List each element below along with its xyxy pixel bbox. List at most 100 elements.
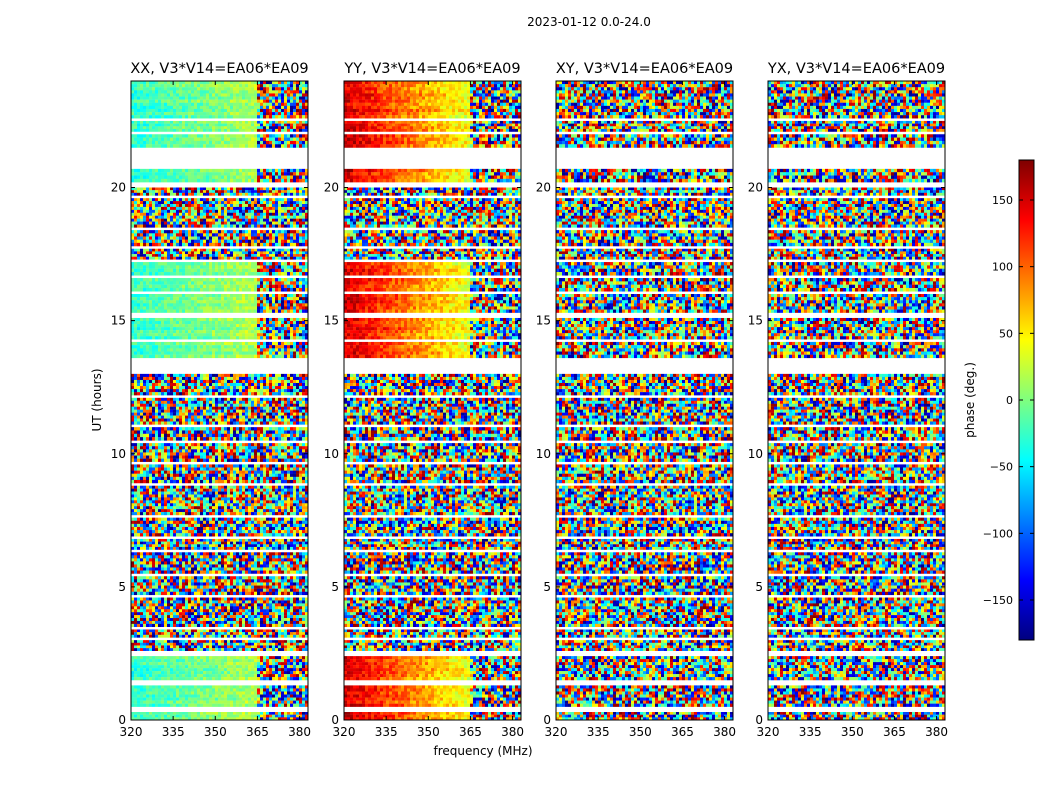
heatmap-cell (185, 643, 188, 646)
heatmap-cell (215, 668, 218, 671)
heatmap-cell (161, 665, 164, 668)
heatmap-cell (230, 715, 233, 718)
heatmap-cell (254, 659, 257, 662)
heatmap-cell (233, 671, 236, 674)
heatmap-cell (158, 712, 161, 715)
heatmap-cell (179, 715, 182, 718)
heatmap-cell (146, 643, 149, 646)
heatmap-cell (149, 668, 152, 671)
heatmap-cell (230, 677, 233, 680)
heatmap-cell (245, 671, 248, 674)
heatmap-cell (134, 671, 137, 674)
heatmap-cell (272, 656, 275, 659)
heatmap-cell (254, 701, 257, 704)
heatmap-cell (293, 677, 296, 680)
heatmap-cell (230, 671, 233, 674)
heatmap-cell (134, 688, 137, 691)
heatmap-cell (239, 659, 242, 662)
heatmap-cell (203, 698, 206, 701)
heatmap-cell (290, 671, 293, 674)
heatmap-cell (269, 715, 272, 718)
heatmap-cell (149, 715, 152, 718)
heatmap-cell (227, 671, 230, 674)
heatmap-cell (200, 712, 203, 715)
heatmap-cell (278, 662, 281, 665)
heatmap-cell (281, 715, 284, 718)
heatmap-cell (287, 701, 290, 704)
heatmap-cell (152, 659, 155, 662)
heatmap-cell (272, 698, 275, 701)
heatmap-cell (167, 674, 170, 677)
heatmap-cell (185, 662, 188, 665)
heatmap-cell (284, 712, 287, 715)
heatmap-cell (203, 674, 206, 677)
heatmap-cell (233, 643, 236, 646)
heatmap-cell (227, 685, 230, 688)
heatmap-cell (185, 688, 188, 691)
heatmap-cell (224, 715, 227, 718)
heatmap-cell (284, 674, 287, 677)
heatmap-cell (176, 674, 179, 677)
heatmap-cell (299, 662, 302, 665)
heatmap-cell (197, 671, 200, 674)
heatmap-cell (161, 691, 164, 694)
heatmap-cell (176, 695, 179, 698)
heatmap-cell (203, 662, 206, 665)
heatmap-cell (224, 698, 227, 701)
heatmap-cell (209, 662, 212, 665)
heatmap-cell (302, 662, 305, 665)
heatmap-cell (302, 715, 305, 718)
heatmap-cell (155, 715, 158, 718)
heatmap-cell (194, 704, 197, 707)
heatmap-cell (236, 671, 239, 674)
heatmap-cell (263, 695, 266, 698)
heatmap-cell (236, 640, 239, 643)
heatmap-cell (179, 643, 182, 646)
heatmap-cell (221, 671, 224, 674)
heatmap-cell (233, 715, 236, 718)
heatmap-cell (227, 712, 230, 715)
heatmap-cell (230, 662, 233, 665)
heatmap-cell (191, 688, 194, 691)
heatmap-cell (182, 695, 185, 698)
heatmap-cell (173, 640, 176, 643)
heatmap-cell (263, 715, 266, 718)
heatmap-cell (299, 671, 302, 674)
heatmap-cell (149, 691, 152, 694)
heatmap-cell (299, 701, 302, 704)
heatmap-cell (248, 656, 251, 659)
heatmap-cell (227, 659, 230, 662)
heatmap-cell (245, 662, 248, 665)
heatmap-cell (296, 715, 299, 718)
heatmap-cell (146, 665, 149, 668)
heatmap-cell (260, 668, 263, 671)
heatmap-cell (209, 677, 212, 680)
heatmap-cell (290, 695, 293, 698)
heatmap-cell (149, 704, 152, 707)
heatmap-cell (251, 659, 254, 662)
heatmap-cell (143, 656, 146, 659)
heatmap-cell (296, 701, 299, 704)
heatmap-cell (206, 671, 209, 674)
heatmap-cell (299, 685, 302, 688)
heatmap-cell (248, 695, 251, 698)
heatmap-cell (152, 698, 155, 701)
heatmap-cell (275, 674, 278, 677)
heatmap-cell (206, 665, 209, 668)
heatmap-cell (287, 688, 290, 691)
heatmap-cell (293, 688, 296, 691)
heatmap-cell (173, 668, 176, 671)
heatmap-cell (233, 674, 236, 677)
heatmap-cell (281, 640, 284, 643)
heatmap-cell (200, 640, 203, 643)
heatmap-cell (302, 695, 305, 698)
heatmap-cell (275, 701, 278, 704)
heatmap-cell (215, 691, 218, 694)
heatmap-cell (278, 698, 281, 701)
heatmap-cell (272, 712, 275, 715)
heatmap-cell (176, 656, 179, 659)
heatmap-cell (284, 685, 287, 688)
heatmap-cell (143, 695, 146, 698)
heatmap-cell (278, 695, 281, 698)
heatmap-cell (293, 674, 296, 677)
